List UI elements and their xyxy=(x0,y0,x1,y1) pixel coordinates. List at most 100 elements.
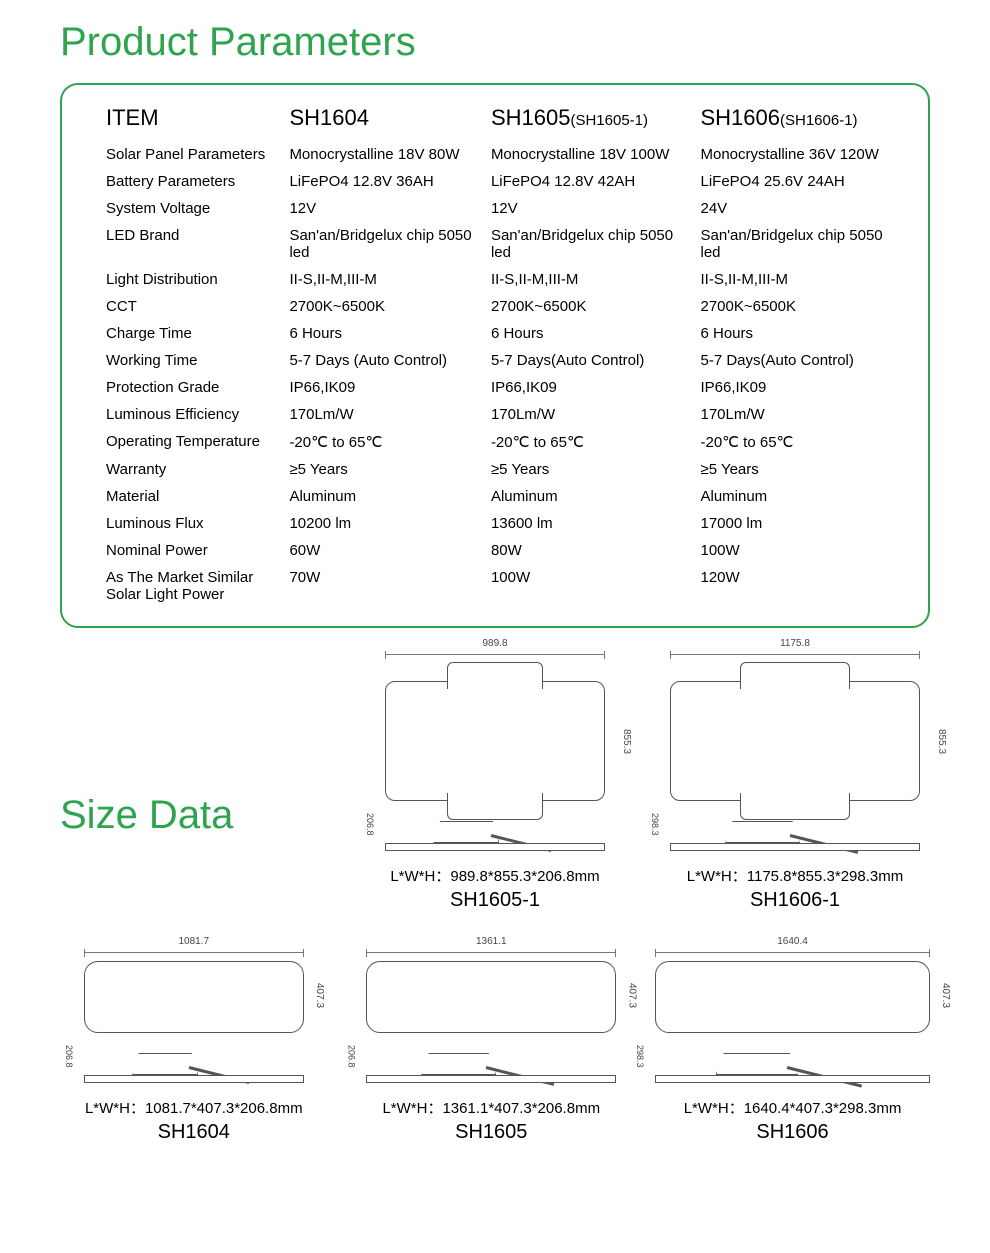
row-c1: 6 Hours xyxy=(285,320,487,347)
diagram: 1640.4 407.3 298.3 xyxy=(655,936,930,1091)
row-c3: II-S,II-M,III-M xyxy=(696,266,898,293)
header-col3: SH1606(SH1606-1) xyxy=(696,99,898,141)
row-c1: 12V xyxy=(285,195,487,222)
size-title-cell: Size Data xyxy=(60,638,330,912)
dim-side-label: 855.3 xyxy=(936,729,947,754)
table-row: LED BrandSan'an/Bridgelux chip 5050 ledS… xyxy=(92,222,898,266)
row-c1: San'an/Bridgelux chip 5050 led xyxy=(285,222,487,266)
side-base xyxy=(655,1075,930,1083)
row-c3: -20℃ to 65℃ xyxy=(696,428,898,456)
params-tbody: Solar Panel ParametersMonocrystalline 18… xyxy=(92,141,898,608)
dim-top-label: 1081.7 xyxy=(60,936,328,947)
top-view-slim: 407.3 xyxy=(366,961,616,1033)
row-c3: ≥5 Years xyxy=(696,456,898,483)
dim-side-label: 407.3 xyxy=(940,983,951,1008)
row-c2: San'an/Bridgelux chip 5050 led xyxy=(487,222,697,266)
row-c3: Monocrystalline 36V 120W xyxy=(696,141,898,168)
lwh-label: L*W*H：1175.8*855.3*298.3mm xyxy=(687,865,904,886)
row-c3: Aluminum xyxy=(696,483,898,510)
dim-height-label: 206.8 xyxy=(346,1045,356,1083)
diagram: 1361.1 407.3 206.8 xyxy=(358,936,626,1091)
row-c2: Aluminum xyxy=(487,483,697,510)
top-view: 855.3 xyxy=(385,681,605,801)
size-cell-sh1604: 1081.7 407.3 206.8 L*W*H：1081.7*407.3 xyxy=(60,936,328,1144)
row-c2: 170Lm/W xyxy=(487,401,697,428)
side-view: 206.8 xyxy=(366,1045,616,1083)
row-label: Warranty xyxy=(92,456,285,483)
row-c3: 120W xyxy=(696,564,898,608)
row-c1: Monocrystalline 18V 80W xyxy=(285,141,487,168)
table-row: Solar Panel ParametersMonocrystalline 18… xyxy=(92,141,898,168)
row-label: Protection Grade xyxy=(92,374,285,401)
title-product-parameters: Product Parameters xyxy=(60,20,930,65)
row-c3: 2700K~6500K xyxy=(696,293,898,320)
table-row: Light DistributionII-S,II-M,III-MII-S,II… xyxy=(92,266,898,293)
side-view: 298.3 xyxy=(670,813,920,851)
row-label: Battery Parameters xyxy=(92,168,285,195)
table-row: Luminous Flux10200 lm13600 lm17000 lm xyxy=(92,510,898,537)
header-col2-sub: (SH1605-1) xyxy=(570,112,648,129)
lwh-label: L*W*H：989.8*855.3*206.8mm xyxy=(390,865,599,886)
dim-top-label: 1640.4 xyxy=(655,936,930,947)
row-label: Working Time xyxy=(92,347,285,374)
side-view: 206.8 xyxy=(84,1045,304,1083)
side-body xyxy=(716,1053,799,1075)
model-label: SH1606 xyxy=(756,1121,828,1144)
row-c3: 6 Hours xyxy=(696,320,898,347)
dim-height-label: 206.8 xyxy=(64,1045,74,1083)
header-col3-sub: (SH1606-1) xyxy=(780,112,858,129)
row-c3: 24V xyxy=(696,195,898,222)
dim-side-label: 407.3 xyxy=(626,983,637,1008)
row-c1: 5-7 Days (Auto Control) xyxy=(285,347,487,374)
header-col2: SH1605(SH1605-1) xyxy=(487,99,697,141)
side-base xyxy=(385,843,605,851)
dim-top-label: 989.8 xyxy=(360,638,630,649)
row-c3: 170Lm/W xyxy=(696,401,898,428)
row-c3: IP66,IK09 xyxy=(696,374,898,401)
table-row: Nominal Power60W80W100W xyxy=(92,537,898,564)
row-c2: 2700K~6500K xyxy=(487,293,697,320)
table-row: Luminous Efficiency170Lm/W170Lm/W170Lm/W xyxy=(92,401,898,428)
table-row: As The Market Similar Solar Light Power7… xyxy=(92,564,898,608)
row-c2: Monocrystalline 18V 100W xyxy=(487,141,697,168)
side-base xyxy=(366,1075,616,1083)
row-c3: 100W xyxy=(696,537,898,564)
size-cell-sh1605: 1361.1 407.3 206.8 L*W*H：1361.1*407.3 xyxy=(358,936,626,1144)
diagram: 1175.8 855.3 298.3 xyxy=(660,638,930,859)
row-c2: 13600 lm xyxy=(487,510,697,537)
row-c1: 170Lm/W xyxy=(285,401,487,428)
row-c2: LiFePO4 12.8V 42AH xyxy=(487,168,697,195)
diagram: 1081.7 407.3 206.8 xyxy=(60,936,328,1091)
dim-line xyxy=(655,949,930,957)
row-c2: ≥5 Years xyxy=(487,456,697,483)
header-col2-main: SH1605 xyxy=(491,105,571,130)
top-view-slim: 407.3 xyxy=(655,961,930,1033)
row-c1: ≥5 Years xyxy=(285,456,487,483)
row-label: As The Market Similar Solar Light Power xyxy=(92,564,285,608)
dim-line xyxy=(385,651,605,659)
row-c1: IP66,IK09 xyxy=(285,374,487,401)
header-item: ITEM xyxy=(92,99,285,141)
model-label: SH1605-1 xyxy=(450,889,540,912)
table-row: System Voltage12V12V24V xyxy=(92,195,898,222)
row-label: Material xyxy=(92,483,285,510)
row-label: Light Distribution xyxy=(92,266,285,293)
size-grid-row1: Size Data 989.8 855.3 206.8 xyxy=(60,638,930,912)
table-header-row: ITEM SH1604 SH1605(SH1605-1) SH1606(SH16… xyxy=(92,99,898,141)
size-cell-sh1606: 1640.4 407.3 298.3 L*W*H：1640.4*407.3 xyxy=(655,936,930,1144)
side-base xyxy=(670,843,920,851)
table-row: CCT2700K~6500K2700K~6500K2700K~6500K xyxy=(92,293,898,320)
row-label: System Voltage xyxy=(92,195,285,222)
row-label: LED Brand xyxy=(92,222,285,266)
table-row: Charge Time6 Hours6 Hours6 Hours xyxy=(92,320,898,347)
dim-top-label: 1361.1 xyxy=(358,936,626,947)
size-grid-row2: 1081.7 407.3 206.8 L*W*H：1081.7*407.3 xyxy=(60,936,930,1144)
row-c3: 5-7 Days(Auto Control) xyxy=(696,347,898,374)
table-row: Warranty≥5 Years≥5 Years≥5 Years xyxy=(92,456,898,483)
params-table: ITEM SH1604 SH1605(SH1605-1) SH1606(SH16… xyxy=(92,99,898,608)
row-label: CCT xyxy=(92,293,285,320)
row-label: Nominal Power xyxy=(92,537,285,564)
dim-top-label: 1175.8 xyxy=(660,638,930,649)
page: Product Parameters ITEM SH1604 SH1605(SH… xyxy=(0,0,990,1174)
dim-height-label: 298.3 xyxy=(650,813,660,851)
